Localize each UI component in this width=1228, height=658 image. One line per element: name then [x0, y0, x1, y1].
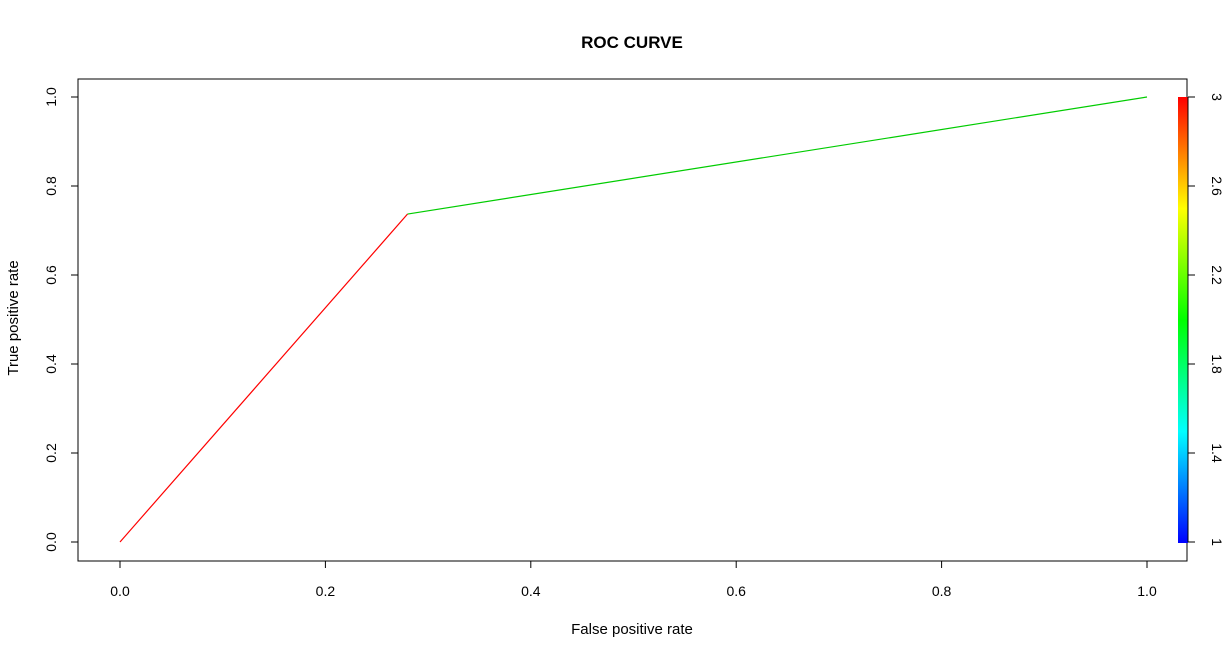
- colorbar-tick-label: 1.8: [1209, 354, 1225, 374]
- y-tick-label: 0.2: [43, 443, 59, 463]
- colorbar: [1178, 97, 1188, 543]
- y-tick-label: 0.0: [43, 532, 59, 552]
- chart-title: ROC CURVE: [581, 33, 683, 52]
- y-tick-label: 0.8: [43, 176, 59, 196]
- roc-segment-1: [119, 213, 409, 543]
- series-layer: [119, 96, 1148, 543]
- y-axis: 0.0 0.2 0.4 0.6 0.8 1.0: [43, 87, 79, 552]
- x-tick-label: 0.2: [316, 583, 336, 599]
- x-axis-label: False positive rate: [571, 621, 693, 638]
- colorbar-tick-label: 2.6: [1209, 176, 1225, 196]
- roc-segment-2: [407, 96, 1148, 215]
- x-tick-label: 0.6: [726, 583, 746, 599]
- x-tick-label: 0.0: [110, 583, 130, 599]
- y-tick-label: 0.6: [43, 265, 59, 285]
- x-axis: 0.0 0.2 0.4 0.6 0.8 1.0: [110, 560, 1157, 599]
- x-tick-label: 1.0: [1137, 583, 1157, 599]
- colorbar-tick-label: 1.4: [1209, 443, 1225, 463]
- colorbar-tick-label: 2.2: [1209, 265, 1225, 285]
- colorbar-tick-label: 1: [1209, 538, 1225, 546]
- x-tick-label: 0.4: [521, 583, 541, 599]
- colorbar-tick-label: 3: [1209, 93, 1225, 101]
- plot-frame: [77, 78, 1188, 562]
- y-tick-label: 0.4: [43, 354, 59, 374]
- colorbar-axis: 1 1.4 1.8 2.2 2.6 3: [1187, 93, 1225, 546]
- x-tick-label: 0.8: [932, 583, 952, 599]
- y-axis-label: True positive rate: [5, 260, 22, 375]
- y-tick-label: 1.0: [43, 87, 59, 107]
